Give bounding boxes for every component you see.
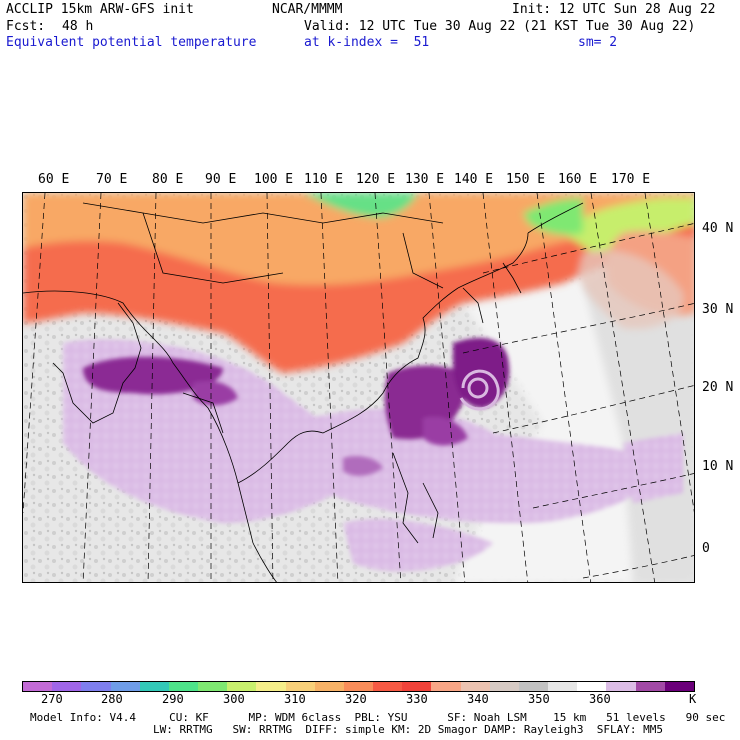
model-title: ACCLIP 15km ARW-GFS init	[6, 2, 194, 17]
latitude-label: 40 N	[702, 221, 734, 236]
longitude-label: 80 E	[152, 172, 184, 187]
colorbar-swatch	[168, 682, 199, 691]
longitude-label: 100 E	[254, 172, 294, 187]
latitude-label: 10 N	[702, 459, 734, 474]
colorbar-swatch	[227, 682, 257, 691]
colorbar-tick: 280	[101, 692, 123, 706]
latitude-label: 0	[702, 541, 710, 556]
colorbar-swatch	[52, 682, 82, 691]
colorbar-swatch	[285, 682, 315, 691]
physics-info-line: LW: RRTMG SW: RRTMG DIFF: simple KM: 2D …	[153, 723, 663, 736]
colorbar-swatch	[489, 682, 519, 691]
colorbar-swatch	[198, 682, 228, 691]
longitude-label: 70 E	[96, 172, 128, 187]
model-info-line: Model Info: V4.4 CU: KF MP: WDM 6class P…	[30, 711, 726, 724]
colorbar-swatch	[664, 682, 694, 691]
colorbar-tick: 360	[589, 692, 611, 706]
colorbar-swatch	[431, 682, 461, 691]
typhoon-swirl	[459, 369, 500, 411]
colorbar-swatch	[81, 682, 111, 691]
colorbar-unit: K	[689, 692, 697, 706]
init-time: Init: 12 UTC Sun 28 Aug 22	[512, 2, 716, 17]
level-index: at k-index = 51	[304, 35, 430, 50]
forecast-hours: 48 h	[62, 19, 94, 34]
colorbar-swatch	[256, 682, 286, 691]
longitude-label: 150 E	[506, 172, 546, 187]
colorbar-tick: 290	[162, 692, 184, 706]
graticule	[23, 193, 694, 582]
colorbar-tick: 350	[528, 692, 550, 706]
colorbar-swatch	[460, 682, 490, 691]
colorbar-tick: 330	[406, 692, 428, 706]
colorbar-swatch	[139, 682, 169, 691]
valid-time: Valid: 12 UTC Tue 30 Aug 22 (21 KST Tue …	[304, 19, 696, 34]
longitude-label: 110 E	[304, 172, 344, 187]
colorbar-tick: 270	[41, 692, 63, 706]
colorbar-swatch	[635, 682, 665, 691]
colorbar-swatch	[110, 682, 140, 691]
colorbar-tick: 340	[467, 692, 489, 706]
coastlines	[23, 202, 584, 582]
warm-band	[23, 193, 694, 373]
colorbar-swatch	[343, 682, 374, 691]
colorbar-tick: 300	[223, 692, 245, 706]
longitude-label: 60 E	[38, 172, 70, 187]
colorbar-swatch	[314, 682, 344, 691]
dark-purple-regions	[83, 338, 510, 476]
center-label: NCAR/MMMM	[272, 2, 343, 17]
colorbar-swatch	[577, 682, 607, 691]
map-panel	[22, 192, 695, 583]
longitude-label: 130 E	[405, 172, 445, 187]
colorbar-swatch	[402, 682, 432, 691]
equivalent-potential-temperature-map	[23, 193, 694, 582]
colorbar-swatch	[548, 682, 578, 691]
forecast-label: Fcst:	[6, 19, 46, 34]
colorbar-swatch	[518, 682, 549, 691]
field-name: Equivalent potential temperature	[6, 35, 257, 50]
smoothing-value: sm= 2	[578, 35, 618, 50]
latitude-label: 30 N	[702, 302, 734, 317]
colorbar-tick: 310	[284, 692, 306, 706]
longitude-label: 90 E	[205, 172, 237, 187]
longitude-label: 140 E	[454, 172, 494, 187]
latitude-label: 20 N	[702, 380, 734, 395]
longitude-label: 120 E	[356, 172, 396, 187]
longitude-label: 160 E	[558, 172, 598, 187]
colorbar-swatch	[606, 682, 636, 691]
colorbar-tick: 320	[345, 692, 367, 706]
colorbar-swatch	[23, 682, 53, 691]
colorbar-swatch	[373, 682, 403, 691]
colorbar	[22, 681, 695, 692]
longitude-label: 170 E	[611, 172, 651, 187]
